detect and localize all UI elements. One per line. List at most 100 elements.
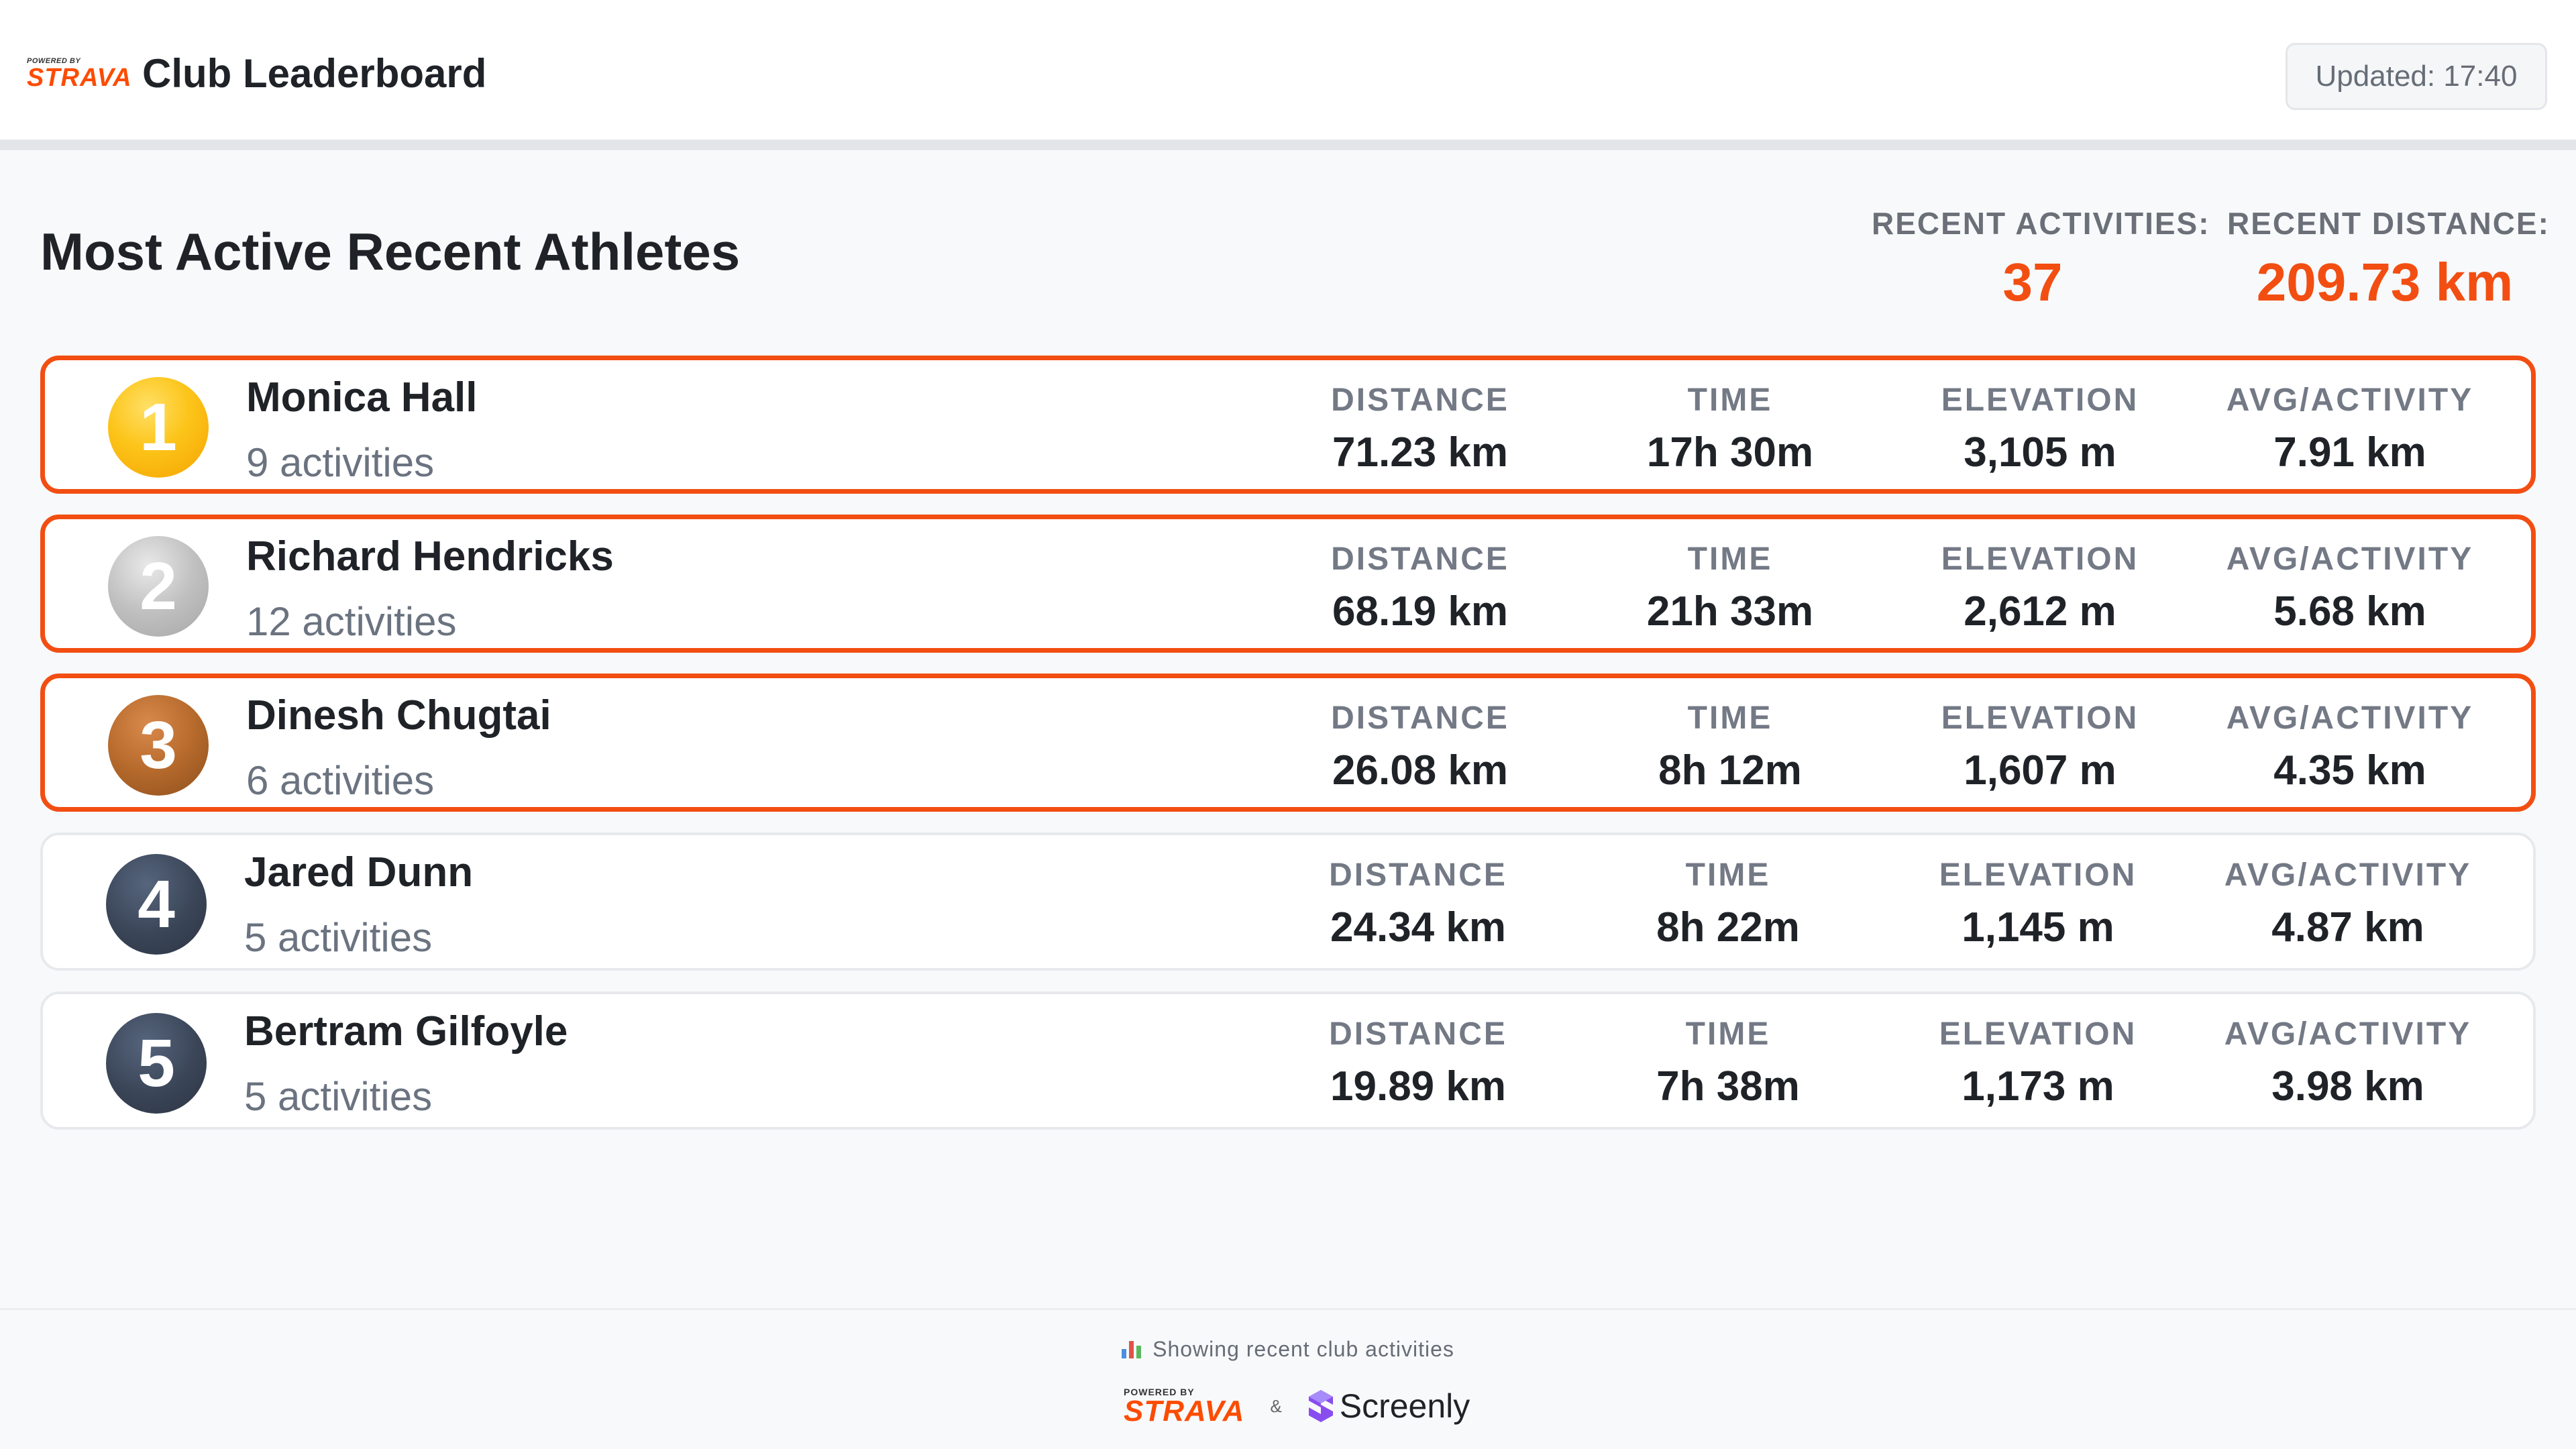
time-value: 8h 12m [1658,747,1802,794]
elevation-value: 1,173 m [1962,1063,2114,1110]
section-title: Most Active Recent Athletes [40,222,741,281]
time-metric: TIME 8h 12m [1589,698,1871,798]
avg-activity-label: AVG/ACTIVITY [2224,1016,2472,1052]
time-value: 8h 22m [1656,904,1800,951]
footer-strava-word: STRAVA [1124,1395,1245,1428]
time-label: TIME [1685,1016,1771,1052]
athlete-name: Richard Hendricks [246,533,614,580]
distance-label: DISTANCE [1331,541,1509,577]
time-value: 21h 33m [1646,588,1814,635]
elevation-value: 1,607 m [1964,747,2116,794]
distance-value: 71.23 km [1332,429,1508,476]
recent-activities-value: 37 [2002,252,2063,312]
ampersand: & [1270,1395,1282,1416]
footer-strava-logo: POWERED BY STRAVA [1124,1387,1244,1426]
bar-chart-icon [1122,1340,1143,1358]
recent-distance-stat: RECENT DISTANCE: 209.73 km [2227,205,2550,316]
avg-activity-value: 7.91 km [2273,429,2426,476]
footer: Showing recent club activities POWERED B… [0,1308,2576,1449]
elevation-label: ELEVATION [1939,857,2137,893]
strava-logo: POWERED BY STRAVA [27,54,132,94]
distance-metric: DISTANCE 24.34 km [1277,855,1559,955]
avg-activity-label: AVG/ACTIVITY [2226,541,2474,577]
athlete-name: Jared Dunn [244,849,474,896]
time-label: TIME [1687,700,1773,736]
screenly-wordmark: Screenly [1339,1387,1470,1425]
elevation-metric: ELEVATION 2,612 m [1899,539,2181,639]
strava-logo-powered-by: POWERED BY [27,57,81,65]
avg-activity-value: 4.35 km [2273,747,2426,794]
athlete-name: Monica Hall [246,374,478,421]
activity-count: 6 activities [246,758,435,803]
silver-medal-icon: 2 [108,536,209,637]
leaderboard-row: 5 Bertram Gilfoyle 5 activities DISTANCE… [40,991,2536,1130]
time-metric: TIME 7h 38m [1587,1014,1869,1114]
elevation-value: 2,612 m [1964,588,2116,635]
distance-metric: DISTANCE 71.23 km [1279,380,1561,480]
leaderboard-list: 1 Monica Hall 9 activities DISTANCE 71.2… [40,356,2536,1150]
distance-metric: DISTANCE 68.19 km [1279,539,1561,639]
bronze-medal-icon: 3 [108,695,209,796]
elevation-label: ELEVATION [1939,1016,2137,1052]
elevation-label: ELEVATION [1941,382,2139,418]
avg-activity-value: 3.98 km [2271,1063,2424,1110]
activity-count: 12 activities [246,599,457,644]
elevation-value: 3,105 m [1964,429,2116,476]
distance-value: 68.19 km [1332,588,1508,635]
athlete-name: Bertram Gilfoyle [244,1008,568,1055]
distance-label: DISTANCE [1331,700,1509,736]
rank-badge-icon: 5 [106,1013,207,1114]
elevation-label: ELEVATION [1941,700,2139,736]
gold-medal-icon: 1 [108,377,209,478]
elevation-value: 1,145 m [1962,904,2114,951]
elevation-metric: ELEVATION 3,105 m [1899,380,2181,480]
activity-count: 5 activities [244,915,433,960]
footer-note: Showing recent club activities [0,1337,2576,1362]
footer-note-text: Showing recent club activities [1152,1337,1454,1361]
avg-activity-value: 5.68 km [2273,588,2426,635]
recent-distance-label: RECENT DISTANCE: [2227,206,2550,241]
brand: POWERED BY STRAVA Club Leaderboard [27,54,486,94]
time-label: TIME [1687,541,1773,577]
time-value: 7h 38m [1656,1063,1800,1110]
distance-label: DISTANCE [1329,1016,1507,1052]
recent-activities-stat: RECENT ACTIVITIES: 37 [1872,205,2210,316]
time-label: TIME [1685,857,1771,893]
avg-activity-metric: AVG/ACTIVITY 4.35 km [2209,698,2491,798]
activity-count: 5 activities [244,1074,433,1119]
elevation-metric: ELEVATION 1,173 m [1897,1014,2179,1114]
app-title: Club Leaderboard [142,51,487,96]
avg-activity-metric: AVG/ACTIVITY 4.87 km [2207,855,2489,955]
time-metric: TIME 8h 22m [1587,855,1869,955]
distance-label: DISTANCE [1331,382,1509,418]
avg-activity-label: AVG/ACTIVITY [2224,857,2472,893]
elevation-label: ELEVATION [1941,541,2139,577]
distance-value: 19.89 km [1330,1063,1506,1110]
distance-value: 24.34 km [1330,904,1506,951]
recent-activities-label: RECENT ACTIVITIES: [1872,206,2210,241]
avg-activity-metric: AVG/ACTIVITY 7.91 km [2209,380,2491,480]
leaderboard-row: 3 Dinesh Chugtai 6 activities DISTANCE 2… [40,674,2536,812]
avg-activity-value: 4.87 km [2271,904,2424,951]
distance-metric: DISTANCE 19.89 km [1277,1014,1559,1114]
avg-activity-label: AVG/ACTIVITY [2226,382,2474,418]
distance-label: DISTANCE [1329,857,1507,893]
time-label: TIME [1687,382,1773,418]
elevation-metric: ELEVATION 1,607 m [1899,698,2181,798]
recent-distance-value: 209.73 km [2256,252,2514,312]
rank-badge-icon: 4 [106,854,207,955]
footer-logos: POWERED BY STRAVA & Screenly [1124,1383,1470,1430]
time-metric: TIME 21h 33m [1589,539,1871,639]
leaderboard-row: 4 Jared Dunn 5 activities DISTANCE 24.34… [40,833,2536,971]
screenly-logo-icon [1308,1390,1333,1422]
time-metric: TIME 17h 30m [1589,380,1871,480]
time-value: 17h 30m [1646,429,1814,476]
elevation-metric: ELEVATION 1,145 m [1897,855,2179,955]
screenly-logo: Screenly [1306,1387,1470,1426]
athlete-name: Dinesh Chugtai [246,692,551,739]
distance-value: 26.08 km [1332,747,1508,794]
leaderboard-row: 1 Monica Hall 9 activities DISTANCE 71.2… [40,356,2536,494]
strava-logo-word: STRAVA [27,64,132,92]
activity-count: 9 activities [246,440,435,485]
updated-badge: Updated: 17:40 [2286,43,2547,110]
